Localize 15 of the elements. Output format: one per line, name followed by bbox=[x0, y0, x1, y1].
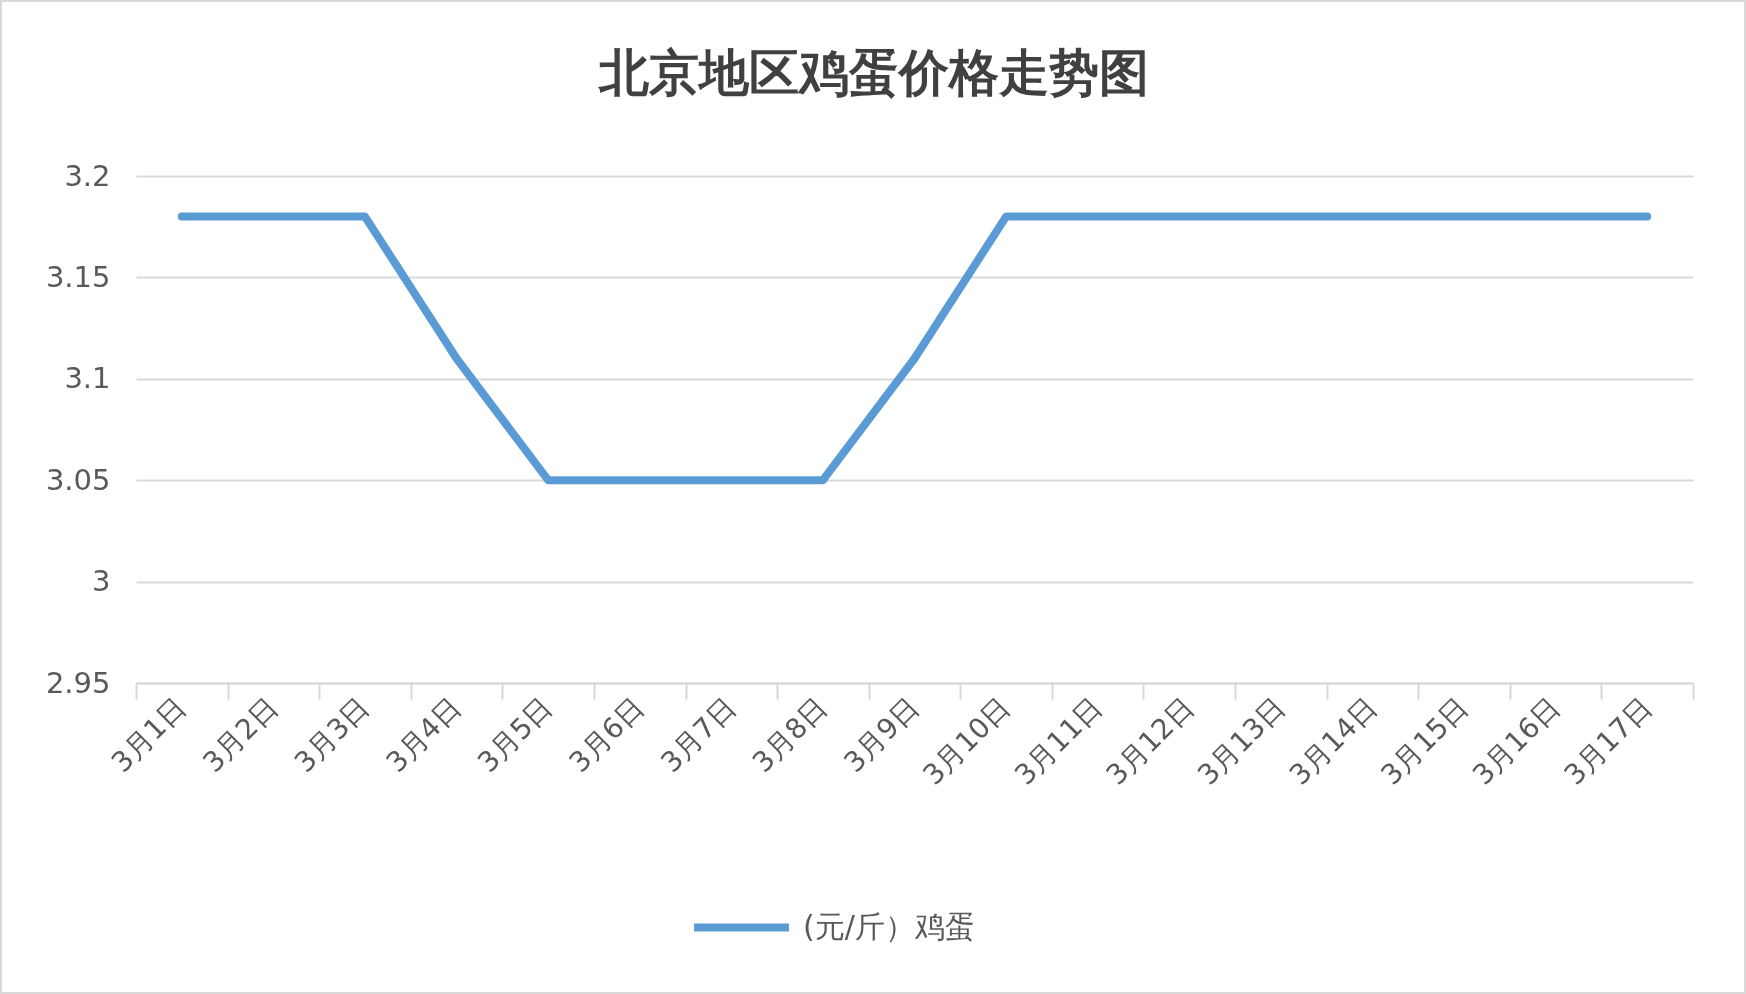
x-tick-label: 3月6日 bbox=[562, 690, 651, 779]
x-tick-label: 3月2日 bbox=[196, 690, 285, 779]
legend-label: (元/斤）鸡蛋 bbox=[803, 908, 975, 944]
y-tick-label: 3.2 bbox=[64, 158, 111, 193]
x-tick-label: 3月5日 bbox=[471, 690, 560, 779]
y-tick-label: 3 bbox=[92, 564, 111, 599]
y-tick-label: 3.1 bbox=[64, 361, 111, 396]
y-tick-label: 3.15 bbox=[45, 259, 111, 294]
y-tick-label: 3.05 bbox=[45, 462, 111, 497]
y-tick-label: 2.95 bbox=[45, 665, 111, 700]
x-tick-label: 3月7日 bbox=[654, 690, 743, 779]
chart-title: 北京地区鸡蛋价格走势图 bbox=[597, 43, 1149, 102]
x-tick-label: 3月4日 bbox=[379, 690, 468, 779]
x-tick-label: 3月8日 bbox=[745, 690, 835, 779]
x-tick-label: 3月3日 bbox=[287, 690, 377, 779]
